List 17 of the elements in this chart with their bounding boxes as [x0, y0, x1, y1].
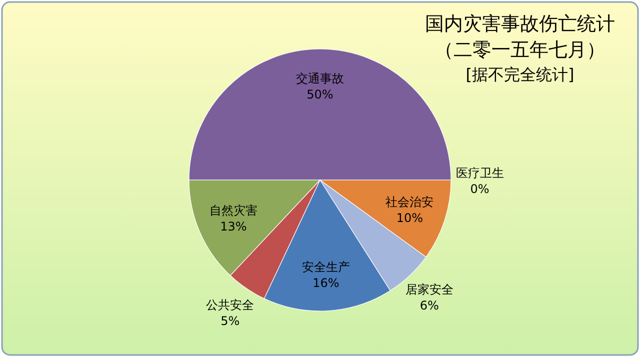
slice-label: 公共安全 [206, 298, 254, 312]
data-label: 5% [220, 314, 240, 328]
data-label: 13% [220, 219, 247, 234]
slice-label: 居家安全 [405, 282, 454, 297]
slice-label: 交通事故 [296, 72, 344, 86]
text: （二零一五年七月） [434, 39, 606, 61]
category-label: 医疗卫生 [456, 166, 504, 180]
slice-label: 社会治安 [386, 195, 434, 210]
data-label: 16% [312, 276, 340, 290]
slice-label: 安全生产 [302, 260, 350, 274]
text: 0% [470, 182, 490, 196]
slice-label: 自然灾害 [209, 203, 258, 218]
text: 国内灾害事故伤亡统计 [425, 13, 615, 35]
data-label: 6% [420, 298, 439, 313]
data-label: 10% [396, 211, 424, 226]
data-label: 50% [306, 88, 334, 102]
text: [据不完全统计] [466, 65, 574, 84]
